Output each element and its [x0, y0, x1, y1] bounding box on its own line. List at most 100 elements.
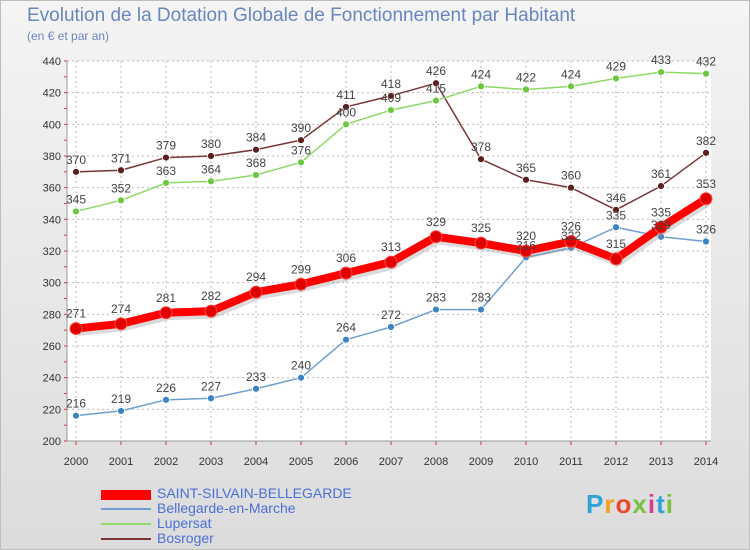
data-point — [207, 177, 215, 186]
logo-letter: P — [586, 489, 605, 519]
data-label: 376 — [291, 143, 311, 157]
x-tick-label: 2005 — [289, 456, 313, 468]
data-label: 272 — [381, 308, 401, 322]
data-point — [432, 96, 440, 105]
y-tick-label: 200 — [43, 436, 61, 448]
data-label: 429 — [606, 59, 626, 73]
data-point — [477, 82, 485, 91]
data-label: 433 — [651, 53, 671, 67]
data-point — [519, 244, 533, 258]
data-point — [117, 407, 125, 415]
data-point — [342, 103, 350, 111]
x-tick-label: 2003 — [199, 456, 223, 468]
data-label: 432 — [696, 55, 716, 69]
data-label: 415 — [426, 82, 446, 96]
data-label: 325 — [471, 221, 491, 235]
x-tick-label: 2009 — [469, 456, 493, 468]
data-label: 329 — [651, 218, 671, 232]
data-point — [387, 91, 395, 100]
data-point — [117, 166, 125, 175]
data-point — [297, 158, 305, 167]
legend-swatch-saint-silvain — [101, 490, 151, 500]
x-tick-label: 2006 — [334, 456, 358, 468]
x-tick-label: 2014 — [694, 456, 718, 468]
proxiti-logo: Proxiti — [586, 489, 674, 520]
data-label: 422 — [516, 71, 536, 85]
chart-title: Evolution de la Dotation Globale de Fonc… — [27, 5, 576, 26]
legend-swatch-bellegarde — [101, 508, 151, 510]
data-label: 361 — [651, 167, 671, 181]
data-point — [702, 148, 710, 157]
data-point — [204, 304, 218, 318]
y-tick-label: 440 — [43, 56, 61, 68]
data-label: 400 — [336, 105, 356, 119]
y-tick-label: 400 — [43, 119, 61, 131]
y-tick-label: 240 — [43, 373, 61, 385]
data-point — [384, 255, 398, 269]
legend-label-bosroger: Bosroger — [157, 530, 214, 546]
data-label: 363 — [156, 164, 176, 178]
data-label: 282 — [201, 289, 221, 303]
data-label: 219 — [111, 392, 131, 406]
data-label: 424 — [561, 67, 581, 81]
legend-swatch-bosroger — [101, 538, 151, 540]
data-point — [162, 153, 170, 162]
data-label: 335 — [651, 205, 671, 219]
data-label: 424 — [471, 67, 491, 81]
data-label: 346 — [606, 191, 626, 205]
data-label: 271 — [66, 307, 86, 321]
data-point — [252, 384, 260, 393]
data-point — [72, 207, 80, 216]
data-point — [474, 236, 488, 250]
chart-subtitle: (en € et par an) — [27, 29, 110, 43]
y-tick-label: 380 — [43, 151, 61, 163]
data-point — [654, 220, 668, 234]
data-label: 353 — [696, 177, 716, 191]
data-point — [612, 205, 620, 214]
data-label: 216 — [66, 397, 86, 411]
y-tick-label: 260 — [43, 341, 61, 353]
logo-letter: t — [656, 489, 666, 519]
y-tick-label: 360 — [43, 183, 61, 195]
data-point — [702, 69, 710, 78]
data-label: 306 — [336, 251, 356, 265]
data-label: 294 — [246, 270, 266, 284]
data-label: 368 — [246, 156, 266, 170]
data-label: 365 — [516, 161, 536, 175]
data-point — [567, 183, 575, 192]
data-label: 313 — [381, 240, 401, 254]
data-label: 409 — [381, 91, 401, 105]
y-tick-label: 320 — [43, 246, 61, 258]
data-point — [159, 306, 173, 320]
x-tick-label: 2008 — [424, 456, 448, 468]
data-label: 283 — [426, 291, 446, 305]
data-label: 335 — [606, 208, 626, 222]
data-point — [297, 136, 305, 145]
data-label: 322 — [561, 229, 581, 243]
data-point — [69, 322, 83, 336]
data-label: 299 — [291, 262, 311, 276]
data-label: 226 — [156, 381, 176, 395]
data-point — [657, 182, 665, 190]
data-point — [702, 237, 710, 246]
data-point — [207, 394, 215, 403]
data-point — [387, 323, 395, 331]
data-point — [609, 252, 623, 266]
y-tick-label: 420 — [43, 88, 61, 100]
data-label: 426 — [426, 64, 446, 78]
data-label: 274 — [111, 302, 131, 316]
data-point — [477, 155, 485, 164]
data-point — [252, 145, 260, 154]
data-point — [612, 74, 620, 83]
y-tick-label: 220 — [43, 404, 61, 416]
data-label: 371 — [111, 151, 131, 165]
data-point — [162, 179, 170, 187]
y-tick-label: 340 — [43, 214, 61, 226]
x-tick-label: 2007 — [379, 456, 403, 468]
x-tick-label: 2000 — [64, 456, 88, 468]
data-point — [249, 285, 263, 299]
data-label: 384 — [246, 131, 266, 145]
data-point — [297, 373, 305, 382]
